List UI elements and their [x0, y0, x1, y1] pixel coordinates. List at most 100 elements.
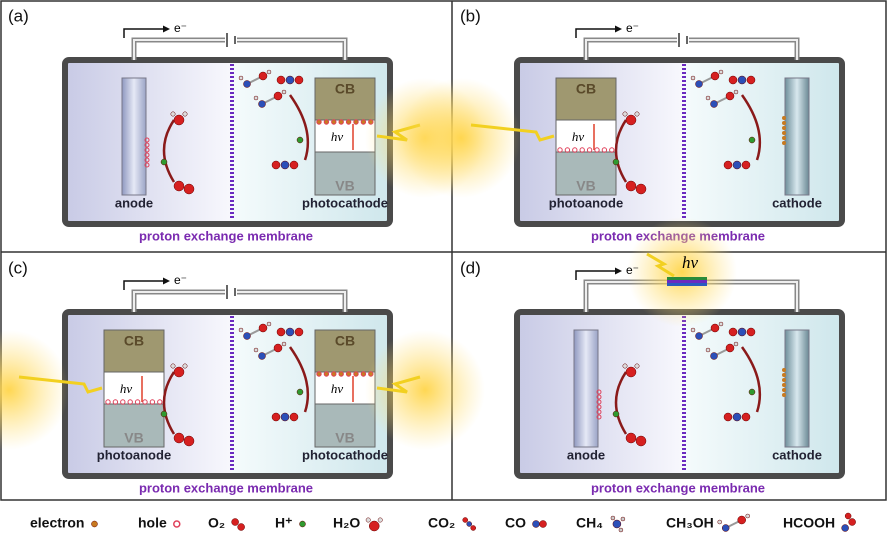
atom — [747, 328, 755, 336]
atom — [623, 364, 627, 368]
atom — [711, 72, 719, 80]
legend-label: H₂O — [333, 515, 360, 531]
molecule — [297, 137, 303, 143]
electron — [782, 136, 786, 140]
atom — [636, 184, 646, 194]
atom — [259, 324, 267, 332]
photon-label: hν — [572, 129, 585, 144]
electron-flow-arrow — [124, 29, 164, 38]
electron-label: e⁻ — [626, 21, 639, 35]
hole — [174, 521, 180, 527]
photon-label: hν — [120, 381, 133, 396]
atom — [232, 519, 239, 526]
atom — [719, 70, 723, 74]
panel-label: (c) — [8, 258, 28, 277]
atom — [91, 521, 97, 527]
electron — [317, 372, 321, 376]
atom — [733, 161, 741, 169]
electron-flow-arrow — [576, 29, 616, 38]
atom — [733, 413, 741, 421]
atom — [724, 161, 732, 169]
atom — [282, 342, 286, 346]
electron — [782, 121, 786, 125]
atom — [749, 137, 755, 143]
atom — [849, 519, 856, 526]
photon-label: hν — [331, 129, 344, 144]
electron-flow-arrow — [576, 271, 616, 280]
arrow-head — [615, 268, 622, 275]
atom — [734, 342, 738, 346]
atom — [183, 364, 187, 368]
atom — [254, 348, 258, 352]
band-gap — [104, 372, 164, 404]
electrode-label: photoanode — [549, 195, 623, 210]
atom — [259, 353, 266, 360]
atom — [295, 328, 303, 336]
atom — [267, 70, 271, 74]
membrane-label: proton exchange membrane — [139, 228, 313, 243]
atom — [738, 516, 746, 524]
atom — [254, 96, 258, 100]
atom — [742, 413, 750, 421]
atom — [711, 324, 719, 332]
electron — [782, 383, 786, 387]
atom — [706, 348, 710, 352]
panel: e⁻CBVBhνCBVBhνphotoanodephotocathodeprot… — [0, 258, 485, 495]
panel-label: (d) — [460, 258, 481, 277]
atom — [635, 364, 639, 368]
legend-label: O₂ — [208, 515, 225, 531]
atom — [636, 436, 646, 446]
electron — [317, 120, 321, 124]
panel-label: (a) — [8, 6, 29, 25]
atom — [282, 90, 286, 94]
atom — [845, 513, 851, 519]
legend-label: electron — [30, 515, 84, 531]
band-gap — [556, 120, 616, 152]
electrode-label: anode — [115, 195, 153, 210]
arrow-head — [615, 26, 622, 33]
atom — [619, 528, 623, 532]
atom — [259, 101, 266, 108]
atom — [626, 115, 636, 125]
molecule — [272, 413, 298, 421]
atom — [244, 333, 251, 340]
electrode-label: photocathode — [302, 447, 388, 462]
vb-label: VB — [576, 178, 595, 194]
atom — [281, 161, 289, 169]
membrane-label: proton exchange membrane — [591, 480, 765, 495]
electron — [782, 393, 786, 397]
electrode-label: cathode — [772, 195, 822, 210]
atom — [295, 76, 303, 84]
atom — [286, 76, 294, 84]
atom — [267, 322, 271, 326]
cb-label: CB — [335, 81, 355, 97]
panels: e⁻ CB VB hν anode photocathode proton exchange… — [0, 6, 842, 495]
molecule — [718, 514, 750, 532]
arrow-head — [163, 278, 170, 285]
atom — [171, 112, 175, 116]
atom — [244, 81, 251, 88]
vb-label: VB — [124, 430, 143, 446]
atom — [259, 72, 267, 80]
atom — [722, 525, 729, 532]
molecule — [272, 161, 298, 169]
atom — [238, 524, 245, 531]
atom — [611, 516, 615, 520]
atom — [613, 159, 619, 165]
atom — [626, 367, 636, 377]
electron — [782, 141, 786, 145]
atom — [738, 76, 746, 84]
atom — [471, 526, 476, 531]
atom — [635, 112, 639, 116]
molecule — [724, 161, 750, 169]
molecule — [161, 411, 167, 417]
cb-label: CB — [335, 333, 355, 349]
electron — [346, 120, 350, 124]
sunlight — [627, 217, 737, 327]
photon-label: hν — [331, 381, 344, 396]
atom — [613, 411, 619, 417]
molecule — [749, 137, 755, 143]
atom — [463, 518, 468, 523]
atom — [366, 518, 370, 522]
